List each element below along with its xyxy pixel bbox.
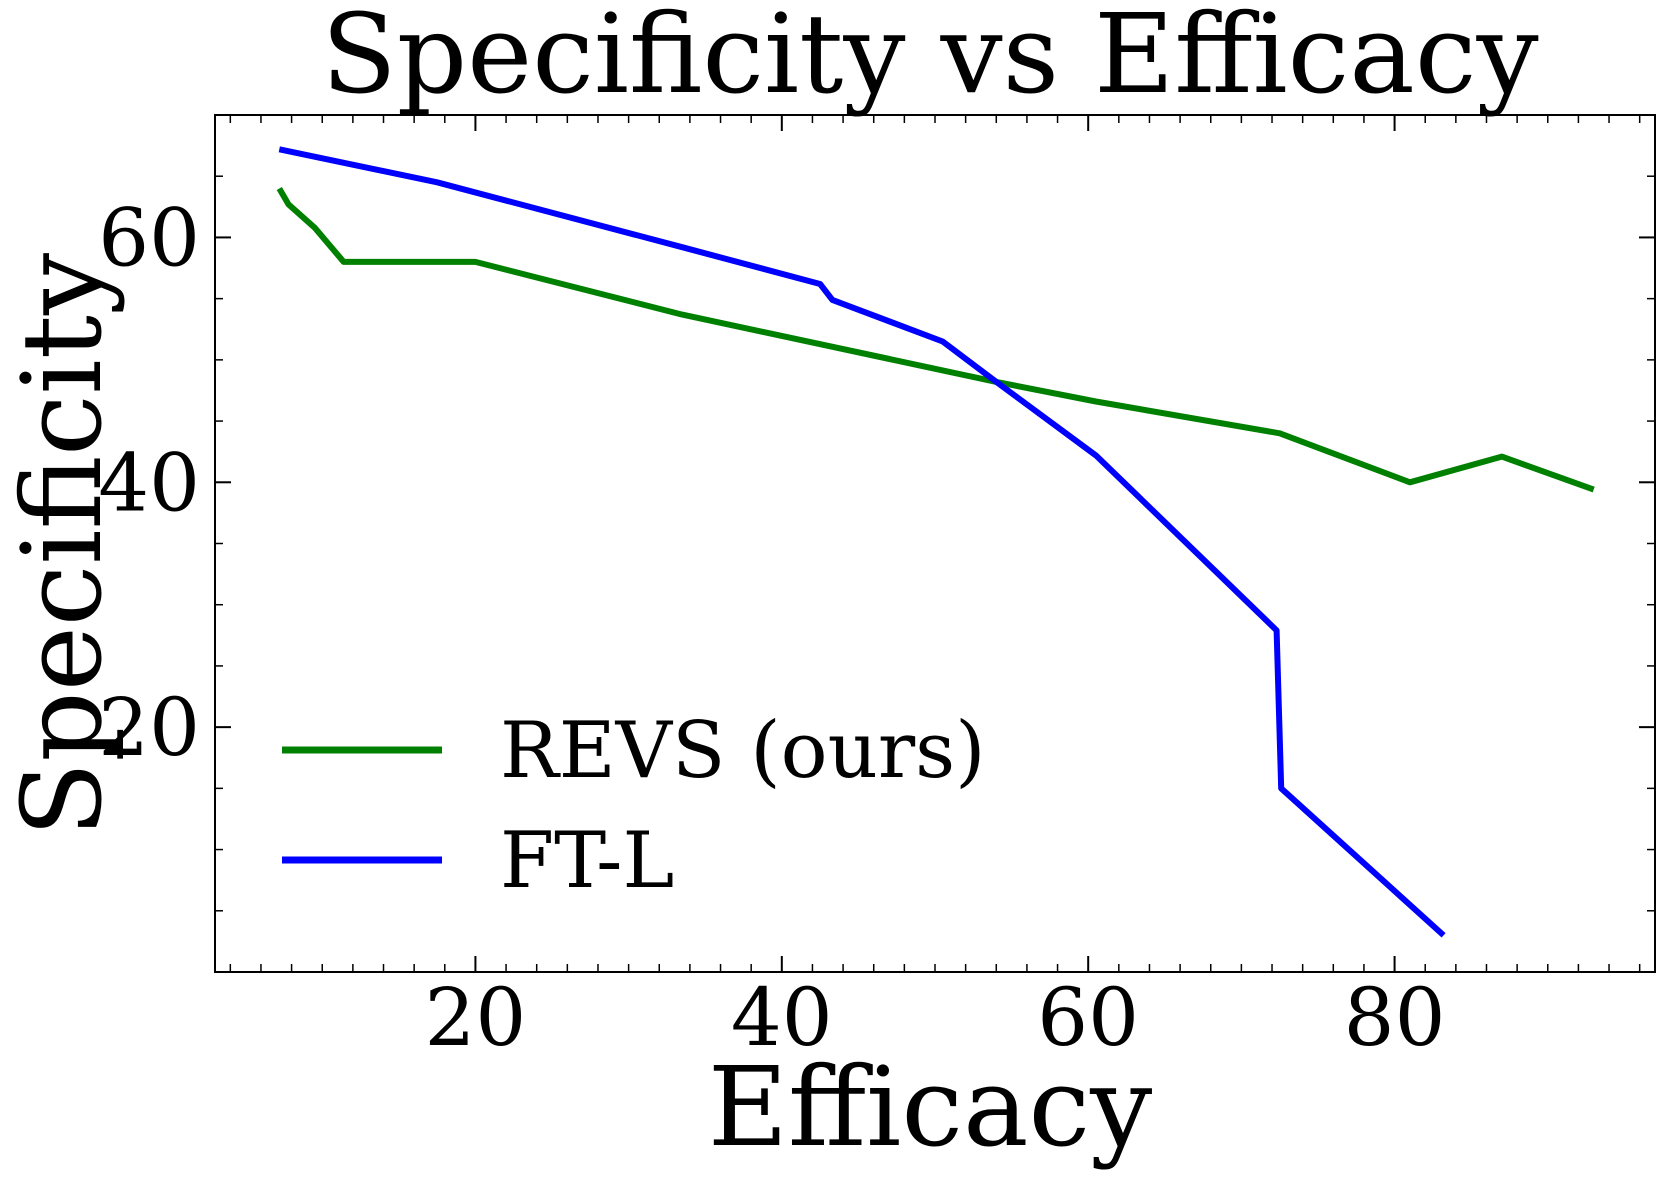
x-tick-label: 20 [425, 971, 527, 1064]
legend: REVS (ours) FT-L [282, 706, 986, 906]
series-line-ft-l [278, 146, 1446, 938]
tick-layer: 20 40 60 80 20 40 60 [98, 114, 1655, 1064]
y-tick-label: 20 [98, 681, 200, 774]
series-line-revs-ours [276, 186, 1595, 493]
x-tick-label: 80 [1344, 971, 1446, 1064]
x-tick-label: 40 [731, 971, 833, 1064]
legend-label: REVS (ours) [500, 706, 986, 796]
legend-label: FT-L [500, 816, 674, 906]
plot-frame [214, 114, 1656, 973]
y-tick-label: 40 [98, 436, 200, 529]
x-axis-label: Efficacy [708, 1043, 1153, 1171]
y-axis-label: Specificity [0, 253, 126, 837]
chart-title: Specificity vs Efficacy [321, 0, 1538, 118]
y-tick-label: 60 [98, 191, 200, 284]
x-tick-label: 60 [1037, 971, 1139, 1064]
series-layer [276, 146, 1595, 938]
